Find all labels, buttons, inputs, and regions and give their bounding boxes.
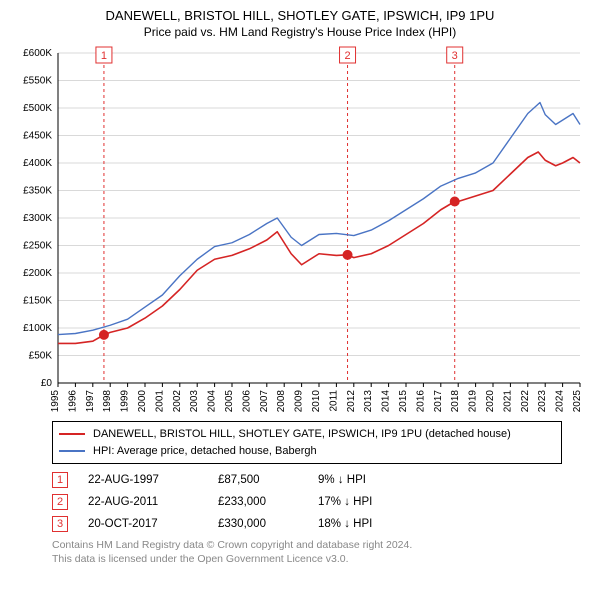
event-price: £87,500	[218, 474, 298, 486]
svg-text:£200K: £200K	[23, 268, 52, 279]
svg-text:1998: 1998	[102, 390, 113, 413]
svg-text:2017: 2017	[433, 390, 444, 413]
svg-text:2002: 2002	[172, 390, 183, 413]
svg-text:2008: 2008	[276, 390, 287, 413]
svg-text:2: 2	[344, 50, 350, 62]
svg-text:2005: 2005	[224, 390, 235, 413]
svg-text:£550K: £550K	[23, 76, 52, 87]
event-date: 22-AUG-1997	[88, 474, 198, 486]
title-block: DANEWELL, BRISTOL HILL, SHOTLEY GATE, IP…	[10, 8, 590, 39]
svg-text:2010: 2010	[311, 390, 322, 413]
svg-text:2025: 2025	[572, 390, 583, 413]
legend-row: DANEWELL, BRISTOL HILL, SHOTLEY GATE, IP…	[59, 426, 555, 443]
event-diff: 9% ↓ HPI	[318, 474, 418, 486]
svg-text:3: 3	[452, 50, 458, 62]
svg-text:2016: 2016	[415, 390, 426, 413]
event-row: 3 20-OCT-2017 £330,000 18% ↓ HPI	[52, 516, 590, 532]
svg-text:2000: 2000	[137, 390, 148, 413]
svg-text:£500K: £500K	[23, 103, 52, 114]
svg-text:£150K: £150K	[23, 296, 52, 307]
event-date: 22-AUG-2011	[88, 496, 198, 508]
event-price: £233,000	[218, 496, 298, 508]
svg-text:2011: 2011	[328, 390, 339, 412]
event-badge: 3	[52, 516, 68, 532]
svg-text:2001: 2001	[154, 390, 165, 413]
legend-label: DANEWELL, BRISTOL HILL, SHOTLEY GATE, IP…	[93, 426, 511, 443]
title-line1: DANEWELL, BRISTOL HILL, SHOTLEY GATE, IP…	[10, 8, 590, 23]
footer-line1: Contains HM Land Registry data © Crown c…	[52, 538, 590, 552]
svg-text:2019: 2019	[468, 390, 479, 413]
svg-text:2003: 2003	[189, 390, 200, 413]
svg-text:£0: £0	[41, 378, 53, 389]
svg-text:1995: 1995	[50, 390, 61, 413]
svg-text:2009: 2009	[294, 390, 305, 413]
event-row: 1 22-AUG-1997 £87,500 9% ↓ HPI	[52, 472, 590, 488]
event-diff: 18% ↓ HPI	[318, 518, 418, 530]
legend-swatch	[59, 450, 85, 452]
svg-text:1: 1	[101, 50, 107, 62]
event-date: 20-OCT-2017	[88, 518, 198, 530]
svg-text:2022: 2022	[520, 390, 531, 413]
legend-label: HPI: Average price, detached house, Babe…	[93, 443, 317, 460]
footer-line2: This data is licensed under the Open Gov…	[52, 552, 590, 566]
svg-text:1996: 1996	[67, 390, 78, 413]
events-table: 1 22-AUG-1997 £87,500 9% ↓ HPI 2 22-AUG-2011 £…	[52, 472, 590, 532]
legend-swatch	[59, 433, 85, 435]
svg-text:2023: 2023	[537, 390, 548, 413]
event-row: 2 22-AUG-2011 £233,000 17% ↓ HPI	[52, 494, 590, 510]
chart-container: DANEWELL, BRISTOL HILL, SHOTLEY GATE, IP…	[0, 0, 600, 590]
svg-text:2015: 2015	[398, 390, 409, 413]
svg-text:2021: 2021	[502, 390, 513, 413]
price-chart-svg: £0 £50K £100K £150K £200K £250K £300K £350K £400…	[10, 45, 590, 417]
svg-text:2006: 2006	[241, 390, 252, 413]
svg-text:2012: 2012	[346, 390, 357, 413]
svg-text:£50K: £50K	[29, 351, 53, 362]
svg-text:£400K: £400K	[23, 158, 52, 169]
footer-attribution: Contains HM Land Registry data © Crown c…	[52, 538, 590, 566]
chart-area: £0 £50K £100K £150K £200K £250K £300K £350K £400…	[10, 45, 590, 417]
svg-text:£300K: £300K	[23, 213, 52, 224]
title-line2: Price paid vs. HM Land Registry's House …	[10, 25, 590, 39]
svg-text:£100K: £100K	[23, 323, 52, 334]
svg-text:2007: 2007	[259, 390, 270, 413]
svg-text:2004: 2004	[207, 390, 218, 413]
event-badge: 2	[52, 494, 68, 510]
svg-text:£600K: £600K	[23, 48, 52, 59]
svg-text:£350K: £350K	[23, 186, 52, 197]
legend-row: HPI: Average price, detached house, Babe…	[59, 443, 555, 460]
svg-text:2024: 2024	[555, 390, 566, 413]
legend: DANEWELL, BRISTOL HILL, SHOTLEY GATE, IP…	[52, 421, 562, 464]
svg-text:2020: 2020	[485, 390, 496, 413]
svg-text:£250K: £250K	[23, 241, 52, 252]
svg-text:1999: 1999	[120, 390, 131, 413]
event-price: £330,000	[218, 518, 298, 530]
svg-text:1997: 1997	[85, 390, 96, 413]
svg-text:2014: 2014	[381, 390, 392, 413]
svg-text:2018: 2018	[450, 390, 461, 413]
svg-text:2013: 2013	[363, 390, 374, 413]
svg-text:£450K: £450K	[23, 131, 52, 142]
event-badge: 1	[52, 472, 68, 488]
event-diff: 17% ↓ HPI	[318, 496, 418, 508]
